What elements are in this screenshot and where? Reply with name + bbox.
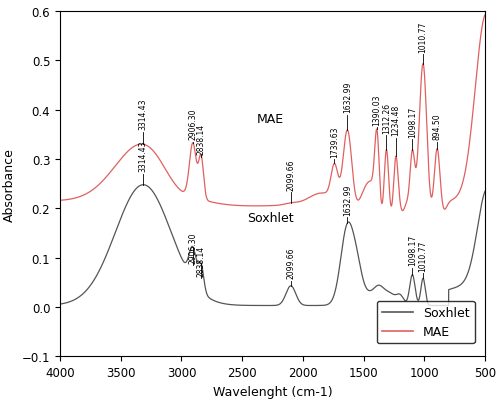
Text: 2099.66: 2099.66 — [286, 159, 296, 190]
Text: 1234.48: 1234.48 — [392, 105, 400, 136]
Text: 2099.66: 2099.66 — [286, 247, 296, 279]
Y-axis label: Absorbance: Absorbance — [3, 147, 16, 221]
Text: 1098.17: 1098.17 — [408, 107, 417, 138]
Text: 3314.43: 3314.43 — [138, 141, 147, 172]
Text: Soxhlet: Soxhlet — [247, 211, 294, 224]
Text: 894.50: 894.50 — [432, 113, 442, 140]
Text: 1739.63: 1739.63 — [330, 126, 339, 157]
Text: 1632.99: 1632.99 — [343, 82, 352, 113]
Text: 2906.30: 2906.30 — [188, 109, 198, 140]
Text: 2838.14: 2838.14 — [196, 245, 205, 276]
Text: 3314.43: 3314.43 — [138, 99, 147, 130]
Legend: Soxhlet, MAE: Soxhlet, MAE — [376, 301, 474, 343]
X-axis label: Wavelenght (cm-1): Wavelenght (cm-1) — [212, 385, 332, 398]
Text: 1632.99: 1632.99 — [343, 184, 352, 215]
Text: 1010.77: 1010.77 — [418, 21, 428, 53]
Text: 2838.14: 2838.14 — [196, 124, 205, 155]
Text: 2906.30: 2906.30 — [188, 232, 198, 263]
Text: 1010.77: 1010.77 — [418, 240, 428, 271]
Text: 1390.03: 1390.03 — [372, 94, 382, 125]
Text: MAE: MAE — [256, 113, 283, 126]
Text: 1098.17: 1098.17 — [408, 234, 417, 265]
Text: 1312.26: 1312.26 — [382, 102, 391, 134]
